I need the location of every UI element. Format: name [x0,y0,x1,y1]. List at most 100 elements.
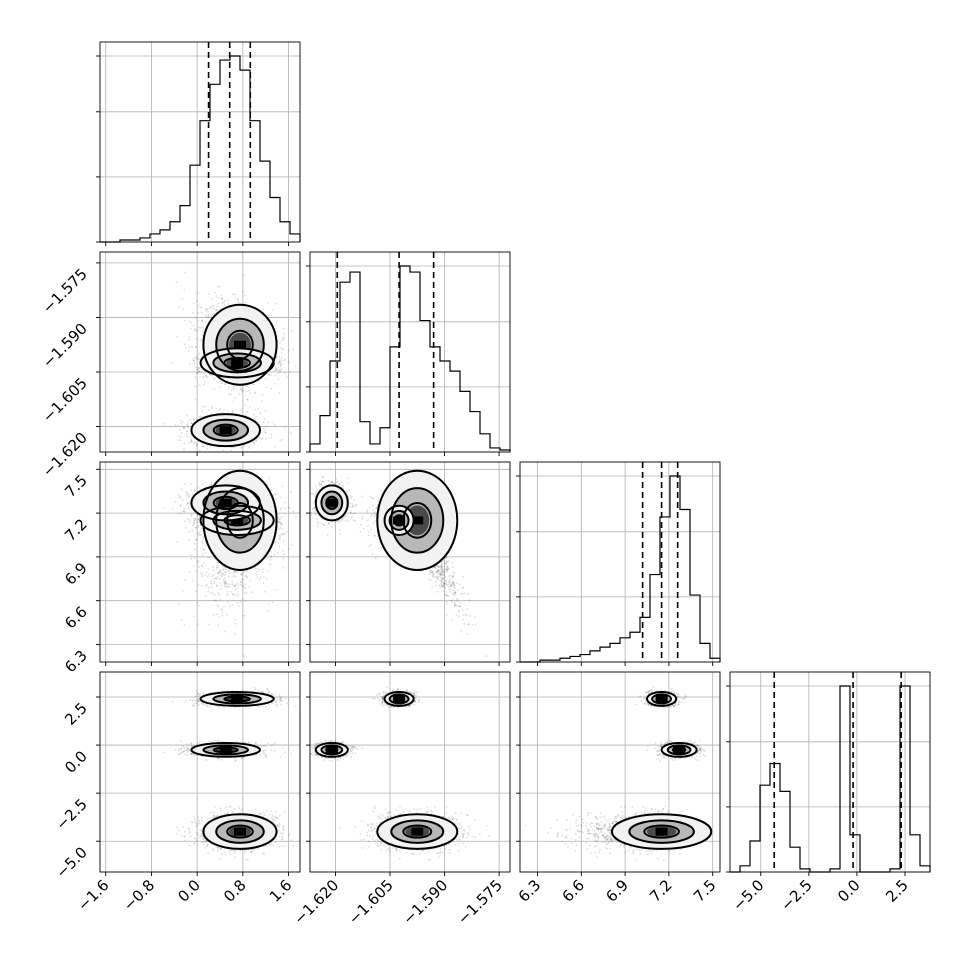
sample-point [189,418,192,421]
sample-point [218,409,221,412]
sample-point [274,365,277,368]
sample-point [263,427,265,430]
sample-point [195,366,198,369]
sample-point [274,446,276,448]
sample-point [198,566,200,569]
sample-point [221,297,224,300]
sample-point [282,332,285,335]
sample-point [247,386,250,389]
sample-point [201,483,204,486]
sample-point [187,506,190,508]
sample-point [185,347,187,349]
sample-point [196,292,199,294]
sample-point [202,383,205,386]
sample-point [277,362,280,364]
sample-point [187,420,190,422]
sample-point [208,293,211,295]
sample-point [278,392,281,394]
sample-point [199,376,202,378]
sample-point [183,448,185,451]
sample-point [201,319,204,322]
sample-point [277,378,280,380]
sample-point [287,349,290,352]
sample-point [221,382,223,384]
sample-point [284,358,286,360]
sample-point [203,380,206,383]
sample-point [233,384,236,387]
sample-point [183,343,186,346]
sample-point [219,380,222,382]
sample-point [179,439,182,442]
sample-point [195,346,197,348]
sample-point [201,443,204,445]
sample-point [192,443,195,446]
sample-point [193,441,196,444]
sample-point [211,298,214,300]
sample-point [261,394,264,396]
sample-point [201,445,204,448]
sample-point [163,507,166,509]
sample-point [199,339,202,341]
sample-point [222,449,225,452]
sample-point [213,593,216,596]
sample-point [197,319,200,322]
sample-point [231,410,234,413]
sample-point [204,374,207,377]
sample-point [262,437,264,440]
sample-point [207,556,209,559]
sample-point [279,371,281,373]
sample-point [274,302,277,305]
sample-point [183,288,186,291]
sample-point [221,575,224,578]
sample-point [283,359,286,362]
sample-point [188,442,191,445]
sample-point [205,375,207,378]
sample-point [204,485,207,488]
sample-point [278,361,281,363]
sample-point [278,528,281,530]
sample-point [189,327,192,330]
sample-point [180,432,183,435]
sample-point [195,444,198,447]
sample-point [177,494,180,496]
sample-point [215,309,218,312]
sample-point [193,330,196,332]
sample-point [174,424,177,426]
sample-point [279,508,282,511]
sample-point [207,311,210,313]
sample-point [190,321,193,324]
sample-point [202,377,205,380]
sample-point [215,309,217,312]
sample-point [217,302,220,305]
sample-point [200,311,203,314]
sample-point [281,516,283,519]
sample-point [209,446,212,448]
sample-point [210,315,212,318]
sample-point [234,584,237,586]
sample-point [195,602,198,604]
sample-point [290,330,293,333]
sample-point [230,449,233,452]
sample-point [251,383,254,386]
sample-point [224,382,227,385]
sample-point [188,531,191,534]
sample-point [282,336,285,339]
sample-point [294,365,297,368]
sample-point [281,485,284,488]
sample-point [206,308,209,311]
sample-point [205,314,207,317]
sample-point [292,348,295,351]
sample-point [200,369,203,371]
sample-point [242,274,245,277]
sample-point [282,348,284,350]
sample-point [202,325,205,328]
sample-point [264,417,266,420]
sample-point [270,374,273,377]
sample-point [249,406,251,408]
sample-point [234,397,237,400]
sample-point [253,418,255,420]
sample-point [237,595,239,597]
sample-point [184,271,186,274]
sample-point [217,381,220,384]
sample-point [279,342,281,345]
